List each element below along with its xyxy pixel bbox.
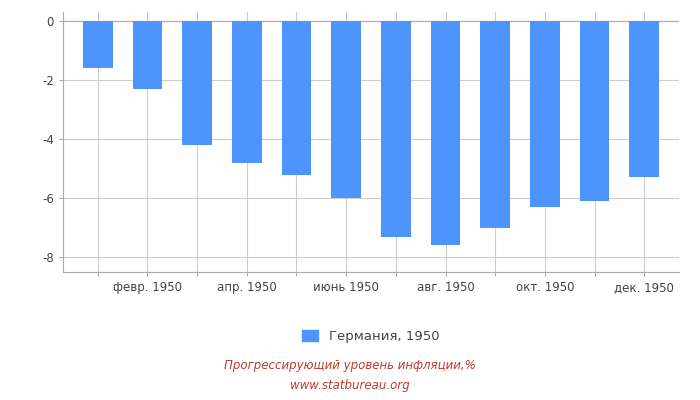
Bar: [281, 21, 312, 174]
Bar: [182, 21, 212, 145]
Text: Прогрессирующий уровень инфляции,%: Прогрессирующий уровень инфляции,%: [224, 360, 476, 372]
Bar: [132, 21, 162, 89]
Bar: [629, 21, 659, 178]
Bar: [331, 21, 361, 198]
Bar: [480, 21, 510, 228]
Bar: [430, 21, 461, 246]
Bar: [232, 21, 262, 163]
Bar: [83, 21, 113, 68]
Legend: Германия, 1950: Германия, 1950: [298, 325, 444, 349]
Bar: [580, 21, 610, 201]
Bar: [530, 21, 560, 207]
Bar: [381, 21, 411, 236]
Text: www.statbureau.org: www.statbureau.org: [290, 380, 410, 392]
